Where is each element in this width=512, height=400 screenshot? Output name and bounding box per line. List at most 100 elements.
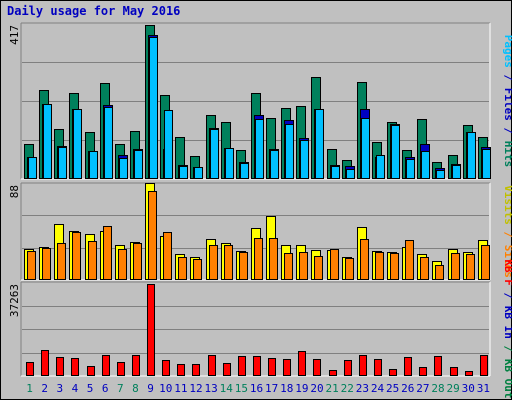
kbf-bar xyxy=(192,364,200,376)
sites-bar xyxy=(103,226,112,280)
xtick-label: 9 xyxy=(147,382,154,395)
ylabel-part: Hits xyxy=(502,141,512,168)
xtick-label: 28 xyxy=(431,382,444,395)
xtick-label: 8 xyxy=(132,382,139,395)
sites-bar xyxy=(405,240,414,280)
xtick-label: 16 xyxy=(250,382,263,395)
pages-bar xyxy=(300,140,309,179)
sites-bar xyxy=(345,258,354,280)
ylabel-part: / xyxy=(502,339,512,359)
sites-bar xyxy=(390,253,399,280)
kbf-bar xyxy=(238,356,246,376)
sites-bar xyxy=(163,232,172,280)
pages-bar xyxy=(391,125,400,179)
pages-bar xyxy=(89,151,98,179)
pages-bar xyxy=(119,158,128,179)
pages-bar xyxy=(315,109,324,179)
sites-bar xyxy=(72,232,81,280)
kbf-bar xyxy=(465,371,473,376)
xtick-label: 23 xyxy=(356,382,369,395)
kbf-bar xyxy=(329,370,337,376)
ytick-max-label: 88 xyxy=(8,185,21,198)
pages-bar xyxy=(406,159,415,179)
sites-bar xyxy=(284,253,293,280)
sites-bar xyxy=(88,241,97,280)
pages-bar xyxy=(28,157,37,179)
pages-bar xyxy=(134,150,143,179)
kbf-bar xyxy=(71,358,79,376)
pages-bar xyxy=(436,170,445,179)
pages-bar xyxy=(194,167,203,179)
xtick-label: 11 xyxy=(174,382,187,395)
sites-bar xyxy=(435,265,444,280)
xtick-label: 4 xyxy=(72,382,79,395)
kbf-bar xyxy=(374,359,382,376)
ylabel-part: / xyxy=(502,286,512,306)
pages-bar xyxy=(376,155,385,179)
xtick-label: 2 xyxy=(41,382,48,395)
xtick-label: 3 xyxy=(57,382,64,395)
ylabel-part: KB F xyxy=(502,259,512,286)
xtick-label: 10 xyxy=(159,382,172,395)
sites-bar xyxy=(118,249,127,280)
xtick-label: 24 xyxy=(371,382,385,395)
ylabel-part: Files xyxy=(502,88,512,121)
sites-bar xyxy=(57,243,66,280)
xtick-label: 20 xyxy=(310,382,323,395)
pages-bar xyxy=(43,104,52,179)
kbf-bar xyxy=(117,362,125,376)
pages-bar xyxy=(179,166,188,179)
pages-bar xyxy=(482,149,491,179)
pages-bar xyxy=(73,109,82,179)
kbf-bar xyxy=(41,350,49,376)
sites-bar xyxy=(481,245,490,280)
kbf-bar xyxy=(208,355,216,376)
pages-bar xyxy=(104,107,113,179)
sites-bar xyxy=(193,259,202,280)
sites-bar xyxy=(42,248,51,280)
xtick-label: 27 xyxy=(416,382,429,395)
kbf-bar xyxy=(162,360,170,376)
kbf-bar xyxy=(389,369,397,376)
ylabel-part: KB Out xyxy=(502,359,512,399)
sites-bar xyxy=(269,238,278,280)
kbf-bar xyxy=(87,366,95,376)
sites-bar xyxy=(375,252,384,280)
pages-bar xyxy=(270,150,279,179)
pages-bar xyxy=(149,37,158,179)
kbf-bar xyxy=(359,355,367,376)
kbf-bar xyxy=(404,357,412,376)
xtick-label: 17 xyxy=(265,382,278,395)
kbf-bar xyxy=(298,351,306,376)
xtick-label: 7 xyxy=(117,382,124,395)
pages-bar xyxy=(285,124,294,179)
kbf-bar xyxy=(26,362,34,376)
kbf-bar xyxy=(147,284,155,376)
kbf-bar xyxy=(283,359,291,376)
pages-bar xyxy=(164,110,173,179)
kbf-bar xyxy=(177,364,185,376)
sites-bar xyxy=(466,254,475,280)
sites-bar xyxy=(27,251,36,280)
ylabel-part: Visits xyxy=(502,185,512,225)
xtick-label: 15 xyxy=(235,382,248,395)
kbf-bar xyxy=(344,360,352,376)
xtick-label: 25 xyxy=(386,382,399,395)
ylabel-part: Pages xyxy=(502,35,512,68)
sites-bar xyxy=(330,249,339,280)
xtick-label: 12 xyxy=(189,382,202,395)
kbf-bar xyxy=(132,355,140,376)
xtick-label: 26 xyxy=(401,382,414,395)
sites-bar xyxy=(254,238,263,280)
pages-bar xyxy=(240,163,249,179)
sites-bar xyxy=(239,252,248,280)
ytick-max-label: 37263 xyxy=(8,284,21,317)
sites-bar xyxy=(133,243,142,280)
xtick-label: 6 xyxy=(102,382,109,395)
sites-bar xyxy=(299,252,308,280)
ylabel-middle: Visits / Sites xyxy=(502,185,512,278)
sites-bar xyxy=(420,257,429,280)
chart-title: Daily usage for May 2016 xyxy=(7,4,181,18)
xtick-label: 14 xyxy=(220,382,234,395)
ylabel-part: Sites xyxy=(502,245,512,278)
